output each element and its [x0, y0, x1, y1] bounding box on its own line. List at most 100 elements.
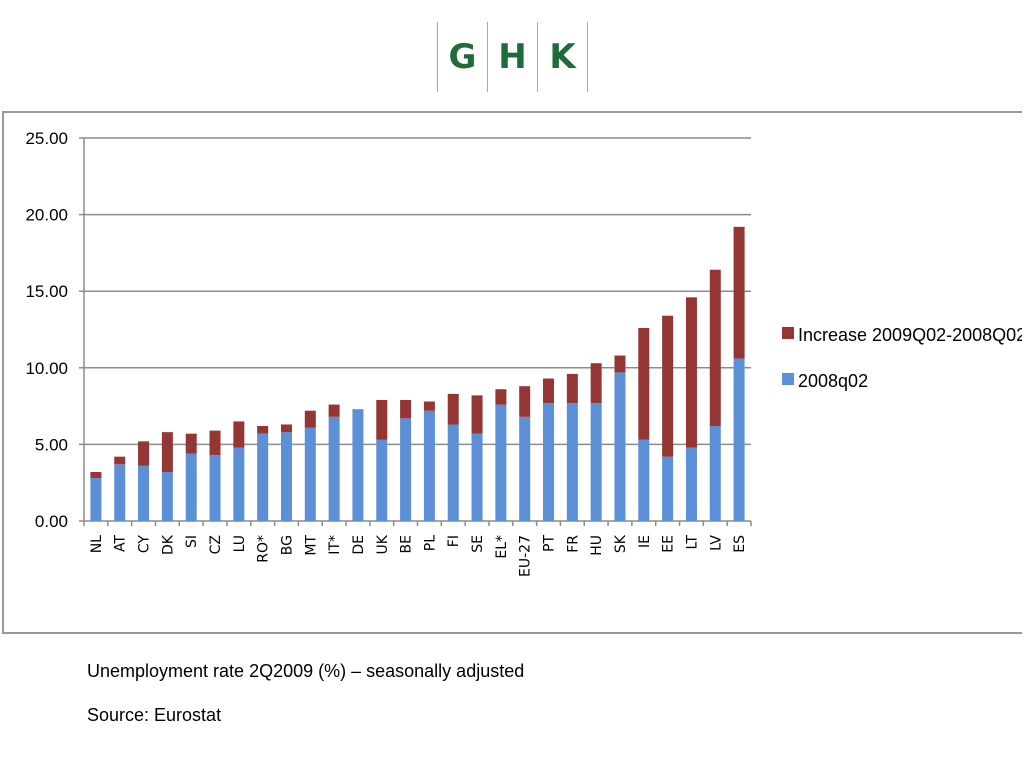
legend-swatch	[782, 327, 794, 339]
chart-caption: Unemployment rate 2Q2009 (%) – seasonall…	[87, 661, 525, 681]
bar-2008q02	[638, 439, 650, 521]
bar-2008q02	[90, 478, 102, 521]
bar-2008q02	[733, 358, 745, 521]
chart-frame: 0.00 5.00 10.00 15.00 20.00 25.00 NL AT CY DK SI CZ…	[2, 111, 1022, 634]
bar-increase	[447, 393, 459, 425]
bar-2008q02	[304, 427, 316, 521]
x-category-label: BG	[279, 535, 295, 555]
bar-2008q02	[328, 416, 340, 521]
bar-2008q02	[280, 432, 292, 521]
bar-2008q02	[376, 439, 388, 521]
bar-increase	[304, 410, 316, 428]
bar-2008q02	[614, 372, 626, 521]
bar-increase	[590, 363, 602, 404]
bar-2008q02	[519, 416, 531, 521]
logo-letter-h: H	[498, 37, 527, 77]
bar-increase	[280, 424, 292, 433]
x-category-label: NL	[89, 535, 105, 553]
y-tick-label: 5.00	[35, 435, 68, 454]
legend-label: 2008q02	[798, 371, 868, 391]
y-tick-label: 25.00	[25, 129, 68, 148]
bar-increase	[328, 404, 340, 417]
bar-2008q02	[185, 453, 197, 521]
bar-2008q02	[257, 433, 269, 521]
x-category-label: FI	[446, 535, 462, 547]
x-category-label: EL*	[494, 535, 510, 559]
x-category-label: IT*	[327, 535, 343, 555]
x-category-label: HU	[589, 535, 605, 556]
bar-increase	[709, 269, 721, 427]
bar-increase	[685, 297, 697, 448]
bar-2008q02	[233, 447, 245, 521]
bar-increase	[400, 399, 412, 419]
ghk-logo: G H K	[437, 22, 588, 92]
x-category-label: FR	[565, 535, 581, 553]
bar-2008q02	[543, 403, 555, 521]
bar-increase	[423, 401, 435, 411]
x-category-label: IE	[637, 535, 653, 548]
logo-letter-g: G	[448, 37, 477, 77]
bar-2008q02	[590, 403, 602, 521]
y-tick-label: 0.00	[35, 512, 68, 531]
bar-2008q02	[114, 464, 126, 521]
bar-2008q02	[423, 410, 435, 521]
bar-2008q02	[471, 433, 483, 521]
x-category-label: LV	[708, 535, 724, 551]
x-category-label: MT	[303, 535, 319, 556]
logo-divider	[537, 22, 538, 92]
x-category-label: AT	[113, 535, 129, 552]
y-tick-label: 20.00	[25, 206, 68, 225]
bar-increase	[566, 373, 578, 404]
x-category-label: EE	[661, 535, 677, 553]
bar-increase	[114, 456, 126, 465]
x-category-label: UK	[375, 534, 391, 554]
bar-increase	[543, 378, 555, 404]
bar-2008q02	[400, 418, 412, 521]
x-category-label: RO*	[256, 535, 272, 563]
x-category-label: CY	[137, 535, 153, 554]
y-tick-label: 10.00	[25, 359, 68, 378]
x-category-label: BE	[399, 535, 415, 553]
bar-2008q02	[566, 403, 578, 521]
bar-2008q02	[685, 447, 697, 521]
logo-letter-k: K	[549, 37, 576, 77]
x-category-label: SK	[613, 534, 629, 553]
bar-increase	[662, 315, 674, 457]
bar-2008q02	[447, 424, 459, 521]
logo-divider	[487, 22, 488, 92]
bar-increase	[161, 432, 173, 472]
x-category-label: SE	[470, 535, 486, 553]
logo-divider	[587, 22, 588, 92]
x-category-label: LU	[232, 535, 248, 552]
bar-increase	[614, 355, 626, 373]
x-category-label: ES	[732, 535, 748, 553]
bar-increase	[138, 441, 150, 466]
bar-2008q02	[138, 465, 150, 521]
bar-increase	[733, 226, 745, 359]
bar-increase	[233, 421, 245, 448]
bar-2008q02	[209, 455, 221, 521]
bar-increase	[209, 430, 221, 456]
bar-increase	[495, 389, 507, 405]
logo-divider	[437, 22, 438, 92]
bar-2008q02	[352, 409, 364, 521]
bar-2008q02	[495, 404, 507, 521]
x-category-label: LT	[684, 535, 700, 550]
x-category-label: DK	[160, 534, 176, 555]
x-category-label: CZ	[208, 535, 224, 554]
x-category-label: SI	[184, 535, 200, 548]
bar-increase	[90, 471, 102, 479]
bar-increase	[471, 395, 483, 434]
bar-increase	[185, 433, 197, 454]
bar-2008q02	[709, 426, 721, 521]
x-category-label: EU-27	[518, 535, 534, 577]
x-category-label: PT	[542, 535, 558, 552]
y-tick-label: 15.00	[25, 282, 68, 301]
bar-increase	[257, 426, 269, 434]
legend-swatch	[782, 373, 794, 385]
x-category-label: DE	[351, 535, 367, 555]
bar-chart: 0.00 5.00 10.00 15.00 20.00 25.00 NL AT CY DK SI CZ…	[25, 129, 1022, 577]
bar-increase	[519, 386, 531, 417]
bar-2008q02	[662, 456, 674, 521]
bar-increase	[376, 399, 388, 440]
